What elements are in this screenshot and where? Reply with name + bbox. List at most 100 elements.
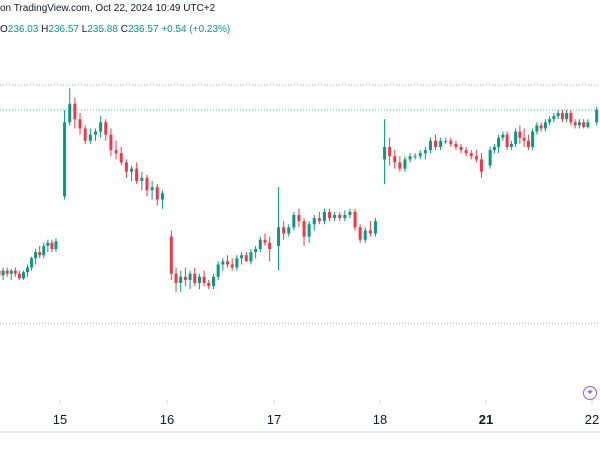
candle: [497, 134, 501, 154]
candle: [197, 273, 201, 290]
candle-body: [373, 221, 377, 234]
candle-body: [282, 227, 286, 234]
candle-body: [93, 131, 97, 135]
candle-body: [398, 162, 402, 169]
gear-icon[interactable]: ✦: [583, 386, 597, 400]
candle: [235, 255, 239, 271]
candle: [258, 236, 262, 253]
candle-body: [469, 153, 473, 157]
candle: [459, 143, 463, 154]
x-tick-label: 17: [267, 412, 281, 427]
candle: [439, 137, 443, 151]
candle-body: [492, 147, 496, 151]
candle-body: [42, 245, 46, 256]
candle-body: [505, 134, 509, 147]
candle: [526, 134, 530, 151]
candle: [444, 137, 448, 144]
candle: [169, 230, 173, 280]
candle-body: [104, 122, 108, 135]
candle-body: [197, 276, 201, 283]
candle: [38, 245, 42, 259]
candle: [556, 109, 560, 120]
candle-body: [109, 134, 113, 151]
candle: [552, 113, 556, 123]
candle: [1, 267, 5, 280]
candle-body: [488, 150, 492, 166]
candle-body: [582, 122, 586, 127]
candle-body: [78, 119, 82, 129]
candle: [42, 242, 46, 259]
candle-body: [338, 215, 342, 219]
candle-body: [1, 270, 5, 276]
candle: [413, 153, 417, 160]
candle-body: [5, 270, 9, 274]
candle: [373, 218, 377, 237]
candles: [0, 88, 599, 293]
candle: [569, 109, 573, 126]
candle-body: [230, 264, 234, 268]
candle-body: [497, 137, 501, 147]
candle-body: [34, 252, 38, 259]
candle: [522, 128, 526, 147]
candle: [535, 122, 539, 135]
candle-body: [114, 150, 118, 154]
candle: [464, 147, 468, 157]
candle: [539, 122, 543, 132]
candle: [249, 249, 253, 265]
candle: [518, 125, 522, 144]
candle: [353, 208, 357, 231]
candle-body: [573, 122, 577, 126]
candle: [145, 174, 149, 197]
candle-body: [449, 140, 453, 144]
close-label: C: [120, 24, 128, 35]
candle-body: [211, 276, 215, 287]
candle-body: [99, 122, 103, 132]
candle: [287, 224, 291, 237]
candle-body: [240, 255, 244, 259]
reference-lines: [0, 84, 600, 324]
change-value: +0.54 (+0.23%): [161, 24, 231, 35]
candle-body: [235, 258, 239, 268]
candle: [423, 147, 427, 160]
candle: [104, 119, 108, 141]
candle-body: [54, 241, 58, 249]
candle-body: [26, 267, 29, 273]
candle: [207, 279, 211, 290]
candle: [368, 221, 372, 237]
candle: [403, 156, 407, 172]
candle: [188, 270, 192, 290]
x-tick-label: 16: [160, 412, 174, 427]
candle-body: [124, 162, 128, 172]
candle: [501, 131, 505, 141]
candle-body: [193, 273, 197, 283]
candle-body: [249, 252, 253, 262]
candle-body: [160, 193, 164, 200]
candle: [582, 119, 586, 129]
candle-body: [268, 242, 272, 249]
candle: [68, 88, 72, 126]
candle: [398, 156, 402, 172]
candle: [418, 150, 422, 160]
candle-body: [277, 227, 281, 246]
candle-body: [439, 140, 443, 147]
candle: [244, 252, 248, 262]
candle: [216, 261, 220, 280]
candle-body: [560, 113, 564, 120]
candle: [221, 258, 225, 271]
candle: [193, 267, 197, 287]
candle: [338, 211, 342, 222]
candle: [88, 128, 92, 144]
candle: [78, 113, 82, 135]
candle: [363, 227, 367, 243]
candle: [63, 109, 67, 200]
candle-body: [565, 113, 569, 120]
candle: [449, 137, 453, 147]
candle-body: [135, 168, 139, 181]
candle-body: [518, 131, 522, 138]
candle-body: [393, 156, 397, 163]
candle-body: [254, 249, 258, 253]
open-label: O: [0, 24, 8, 35]
candle-body: [30, 258, 34, 268]
candle: [509, 140, 513, 151]
